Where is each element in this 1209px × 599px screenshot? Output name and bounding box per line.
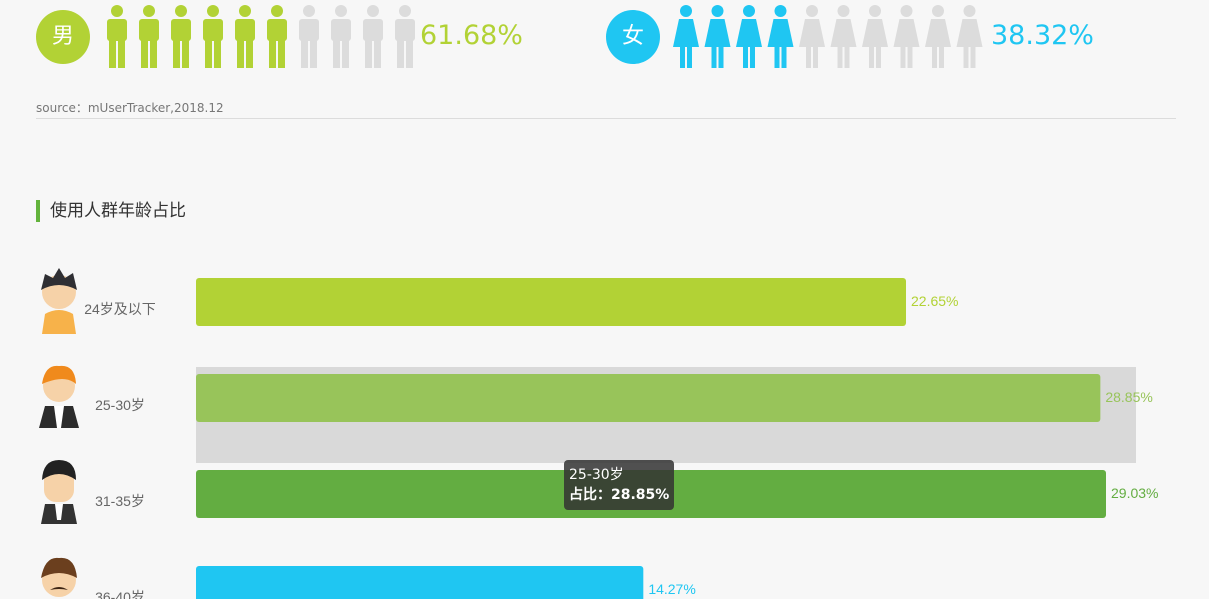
bar-value-label: 22.65% xyxy=(911,293,958,309)
bar-value-label: 28.85% xyxy=(1105,389,1152,405)
male-figure-icon xyxy=(299,5,319,68)
divider xyxy=(36,118,1176,119)
section-title: 使用人群年龄占比 xyxy=(36,200,186,222)
category-label: 31-35岁 xyxy=(95,493,145,509)
male-figure-icon xyxy=(395,5,415,68)
male-badge: 男 xyxy=(36,10,90,64)
tooltip-value: 占比：28.85% xyxy=(569,487,670,503)
female-badge-label: 女 xyxy=(621,24,644,49)
female-figure-icon xyxy=(830,5,857,68)
young-man-avatar-icon xyxy=(39,365,79,428)
female-figure-icon xyxy=(925,5,951,68)
boy-avatar-icon xyxy=(41,268,77,334)
female-figure-icon xyxy=(862,5,888,68)
category-label: 36-40岁 xyxy=(95,589,145,599)
female-figure-icon xyxy=(673,5,699,68)
tooltip-category: 25-30岁 xyxy=(569,467,624,483)
female-figure-icon xyxy=(767,5,794,68)
source-note: source：mUserTracker,2018.12 xyxy=(36,101,224,115)
male-figure-icon xyxy=(235,5,255,68)
bar-value-label: 14.27% xyxy=(648,581,695,597)
age-bar[interactable] xyxy=(196,374,1101,422)
age-bar[interactable] xyxy=(196,566,644,599)
female-figure-icon xyxy=(956,5,983,68)
age-bar[interactable] xyxy=(196,278,907,326)
category-label: 24岁及以下 xyxy=(84,301,156,317)
female-figure-icons xyxy=(673,5,983,68)
female-percent: 38.32% xyxy=(991,20,1094,51)
male-figure-icon xyxy=(171,5,191,68)
suited-man-avatar-icon xyxy=(41,460,77,524)
female-figure-icon xyxy=(704,5,731,68)
male-figure-icon xyxy=(267,5,287,68)
male-figure-icon xyxy=(363,5,383,68)
male-percent: 61.68% xyxy=(420,20,523,51)
male-figure-icon xyxy=(331,5,351,68)
male-figure-icons xyxy=(107,5,415,68)
female-figure-icon xyxy=(799,5,825,68)
category-label: 25-30岁 xyxy=(95,397,145,413)
female-figure-icon xyxy=(736,5,762,68)
male-figure-icon xyxy=(107,5,127,68)
chart-tooltip: 25-30岁 占比：28.85% xyxy=(564,460,675,510)
male-figure-icon xyxy=(139,5,159,68)
female-badge: 女 xyxy=(606,10,660,64)
bar-value-label: 29.03% xyxy=(1111,485,1158,501)
age-bar-chart: 22.65% 24岁及以下 28.85% 25-30岁 29.03% 31-35岁 14.2… xyxy=(39,268,1158,599)
male-badge-label: 男 xyxy=(51,24,74,49)
mustache-man-avatar-icon xyxy=(41,557,77,597)
male-figure-icon xyxy=(203,5,223,68)
female-figure-icon xyxy=(893,5,920,68)
